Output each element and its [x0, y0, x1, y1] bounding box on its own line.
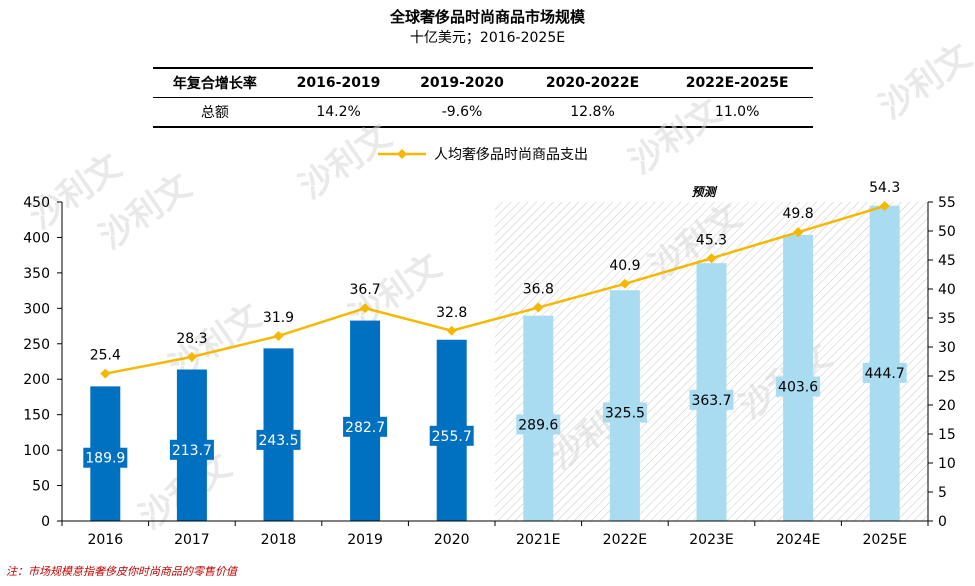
- line-label: 40.9: [609, 258, 640, 274]
- bar-label-bg: [429, 425, 474, 446]
- y-left-tick-label: 350: [23, 266, 50, 282]
- line-point: [446, 325, 457, 336]
- cagr-period: 2016-2019: [276, 67, 401, 98]
- cagr-period: 2022E-2025E: [661, 67, 813, 98]
- y-right-tick-label: 50: [938, 224, 956, 240]
- y-left-tick-label: 250: [23, 337, 50, 353]
- cagr-row-label: 总额: [153, 97, 277, 128]
- x-tick-label: 2017: [174, 532, 210, 548]
- cagr-value-row: 总额 14.2% -9.6% 12.8% 11.0%: [153, 97, 813, 128]
- bar-label: 289.6: [518, 418, 558, 434]
- y-right-tick-label: 30: [938, 340, 956, 356]
- bar-label-bg: [83, 447, 128, 468]
- cagr-value: -9.6%: [400, 97, 524, 128]
- y-right-tick-label: 20: [938, 398, 956, 414]
- y-left-tick-label: 450: [23, 195, 50, 211]
- y-right-tick-label: 5: [938, 485, 947, 501]
- watermark-text: 沙利文: [622, 91, 728, 182]
- x-tick-label: 2016: [87, 532, 123, 548]
- line-label: 32.8: [436, 305, 467, 321]
- x-tick-label: 2020: [434, 532, 470, 548]
- y-left-tick-label: 200: [23, 372, 50, 388]
- bar-label: 444.7: [865, 366, 905, 382]
- forecast-label: 预测: [691, 185, 717, 199]
- bar-label-bg: [689, 389, 734, 410]
- line-point: [706, 253, 717, 264]
- cagr-header-row: 年复合增长率 2016-2019 2019-2020 2020-2022E 20…: [153, 67, 813, 98]
- line-label: 25.4: [90, 348, 121, 364]
- line-label: 31.9: [263, 310, 294, 326]
- cagr-value: 14.2%: [276, 97, 401, 128]
- line-point: [533, 302, 544, 313]
- line-label: 45.3: [696, 232, 727, 248]
- y-left-tick-label: 400: [23, 230, 50, 246]
- y-left-tick-label: 0: [41, 514, 50, 530]
- y-left-tick-label: 150: [23, 408, 50, 424]
- x-tick-label: 2018: [261, 532, 297, 548]
- cagr-table: 年复合增长率 2016-2019 2019-2020 2020-2022E 20…: [153, 67, 813, 128]
- line-point: [360, 303, 371, 314]
- x-tick-label: 2022E: [603, 532, 647, 548]
- legend-marker: [397, 149, 407, 159]
- watermark-text: 沙利文: [872, 36, 975, 127]
- y-left-tick-label: 50: [32, 479, 50, 495]
- y-left-tick-label: 300: [23, 301, 50, 317]
- y-right-tick-label: 0: [938, 514, 947, 530]
- footnote: 注：市场规模意指奢侈皮你时尚商品的零售价值: [6, 565, 237, 578]
- bar-label-bg: [862, 362, 907, 383]
- line-label: 49.8: [783, 206, 814, 222]
- line-point: [879, 201, 890, 212]
- y-right-tick-label: 10: [938, 456, 956, 472]
- bar-label: 363.7: [691, 393, 731, 409]
- line-point: [186, 351, 197, 362]
- y-right-tick-label: 35: [938, 311, 956, 327]
- chart-subtitle: 十亿美元；2016-2025E: [409, 30, 566, 46]
- x-tick-label: 2019: [347, 532, 383, 548]
- cagr-period: 2019-2020: [400, 67, 524, 98]
- bar-label: 282.7: [345, 420, 385, 436]
- bar-label: 403.6: [778, 380, 818, 396]
- x-tick-label: 2021E: [516, 532, 560, 548]
- bar-label: 243.5: [258, 433, 298, 449]
- cagr-row-header: 年复合增长率: [153, 67, 277, 98]
- y-right-tick-label: 55: [938, 195, 956, 211]
- bar-label: 255.7: [432, 429, 472, 445]
- bar-label-bg: [516, 414, 561, 435]
- bar-label: 325.5: [605, 406, 645, 422]
- line-label: 28.3: [176, 331, 207, 347]
- bar-label: 213.7: [172, 443, 212, 459]
- y-left-tick-label: 100: [23, 443, 50, 459]
- line-point: [619, 278, 630, 289]
- x-tick-label: 2024E: [776, 532, 820, 548]
- x-tick-label: 2023E: [689, 532, 733, 548]
- line-label: 54.3: [869, 180, 900, 196]
- bar-label-bg: [343, 416, 388, 437]
- line-point: [273, 330, 284, 341]
- line-point: [100, 368, 111, 379]
- bar-label: 189.9: [85, 451, 125, 467]
- bar-label-bg: [256, 429, 301, 450]
- bar-label-bg: [169, 439, 214, 460]
- line-label: 36.8: [523, 282, 554, 298]
- bar-label-bg: [602, 402, 647, 423]
- bar-label-bg: [776, 376, 821, 397]
- cagr-value: 12.8%: [523, 97, 662, 128]
- line-label: 36.7: [350, 282, 381, 298]
- cagr-period: 2020-2022E: [523, 67, 662, 98]
- chart-title: 全球奢侈品时尚商品市场规模: [389, 8, 585, 26]
- y-right-tick-label: 40: [938, 282, 956, 298]
- y-right-tick-label: 15: [938, 427, 956, 443]
- watermark-text: 沙利文: [292, 116, 398, 207]
- legend-label: 人均奢侈品时尚商品支出: [434, 147, 588, 163]
- line-series: [105, 204, 886, 375]
- x-tick-label: 2025E: [862, 532, 906, 548]
- cagr-value: 11.0%: [661, 97, 813, 128]
- y-right-tick-label: 45: [938, 253, 956, 269]
- y-right-tick-label: 25: [938, 369, 956, 385]
- line-point: [793, 227, 804, 238]
